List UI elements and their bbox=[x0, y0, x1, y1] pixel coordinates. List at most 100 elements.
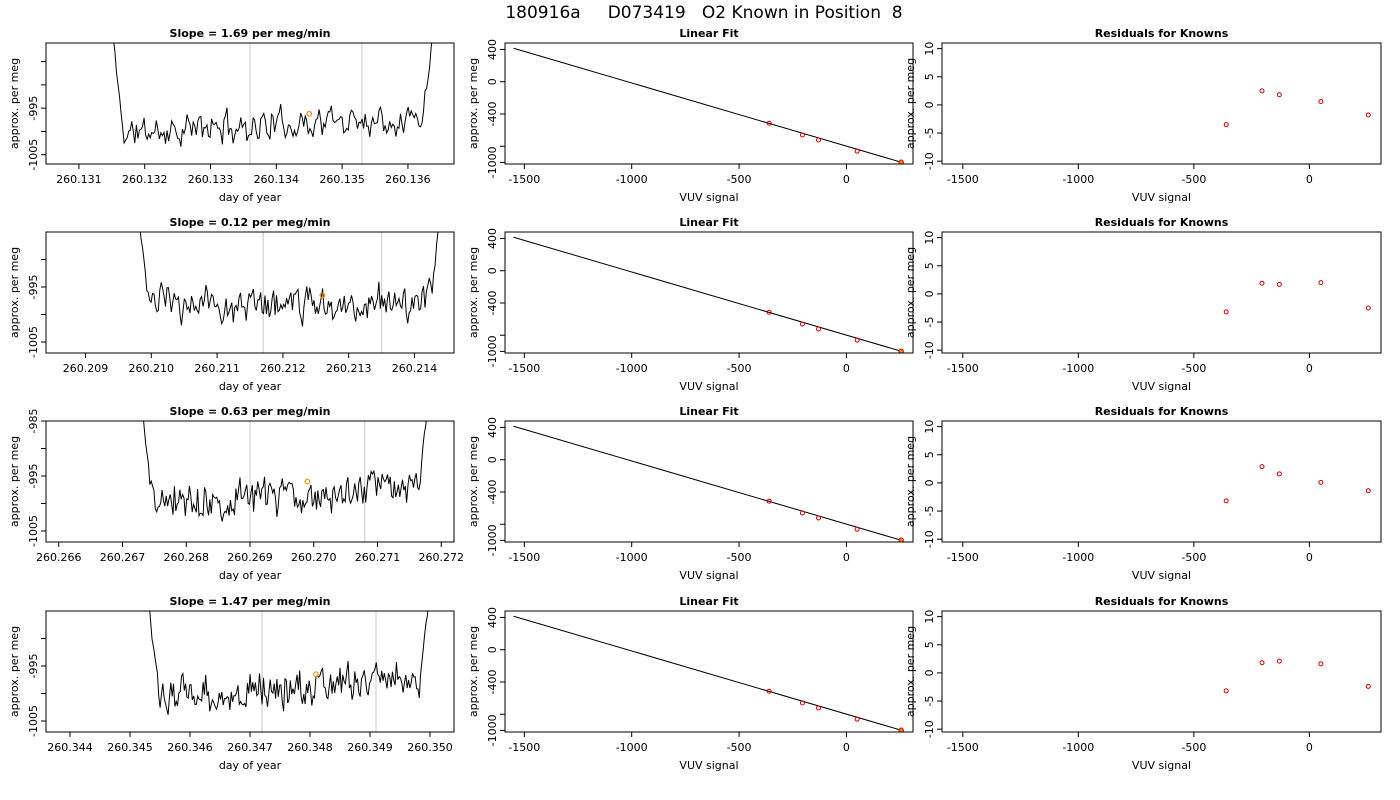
y-tick-label: 0 bbox=[486, 267, 499, 274]
x-tick-label: 260.214 bbox=[392, 362, 438, 375]
y-tick-label: -1000 bbox=[486, 714, 499, 746]
y-tick-label: 400 bbox=[486, 417, 499, 438]
known-point bbox=[799, 510, 805, 516]
highlight-point bbox=[898, 537, 904, 542]
plot-data bbox=[149, 611, 429, 732]
y-tick-label: -400 bbox=[486, 102, 499, 127]
residual-point bbox=[1259, 464, 1265, 470]
residual-point bbox=[1223, 122, 1229, 128]
known-point bbox=[816, 515, 822, 521]
panel-title: Linear Fit bbox=[679, 27, 738, 40]
y-tick-label: 5 bbox=[923, 451, 936, 458]
plot-frame bbox=[45, 420, 455, 543]
y-tick-label: -1000 bbox=[486, 524, 499, 556]
x-tick-label: -1500 bbox=[947, 362, 979, 375]
highlight-point bbox=[898, 727, 904, 732]
x-axis-label: VUV signal bbox=[1132, 759, 1191, 772]
plot-frame bbox=[504, 231, 914, 354]
x-tick-label: 260.269 bbox=[227, 551, 273, 564]
known-point bbox=[816, 137, 822, 143]
y-tick-label: -995 bbox=[27, 275, 40, 300]
panel-r3c0: Slope = 1.47 per meg/min day of year appro… bbox=[8, 595, 455, 772]
y-tick-label: -400 bbox=[486, 670, 499, 695]
y-tick-label: -985 bbox=[27, 409, 40, 434]
x-axis-label: VUV signal bbox=[679, 569, 738, 582]
residual-point bbox=[1365, 112, 1371, 118]
y-tick-label: 5 bbox=[923, 73, 936, 80]
y-tick-label: -400 bbox=[486, 291, 499, 316]
residual-point bbox=[1223, 688, 1229, 694]
y-axis-label: approx. per meg bbox=[904, 626, 917, 717]
plot-frame bbox=[941, 42, 1382, 165]
selected-point-marker bbox=[304, 478, 311, 485]
y-tick-label: 10 bbox=[923, 420, 936, 434]
y-tick-label: -995 bbox=[27, 654, 40, 679]
x-tick-label: 260.213 bbox=[326, 362, 372, 375]
selected-point-marker bbox=[319, 292, 326, 299]
plot-data bbox=[139, 232, 439, 353]
plot-frame bbox=[504, 420, 914, 543]
residual-point bbox=[1276, 471, 1282, 477]
selected-point-marker bbox=[313, 671, 319, 678]
time-series-line bbox=[149, 611, 429, 715]
known-point bbox=[816, 705, 822, 711]
y-tick-label: 0 bbox=[923, 290, 936, 297]
time-series-line bbox=[139, 232, 439, 327]
x-tick-label: 0 bbox=[1306, 741, 1313, 754]
panel-title: Linear Fit bbox=[679, 216, 738, 229]
fit-line bbox=[513, 47, 902, 163]
y-tick-label: -5 bbox=[923, 128, 936, 139]
x-tick-label: -1500 bbox=[508, 551, 540, 564]
panel-title: Residuals for Knowns bbox=[1095, 595, 1229, 608]
x-tick-label: -1500 bbox=[508, 362, 540, 375]
x-tick-label: -1500 bbox=[947, 741, 979, 754]
highlight-point bbox=[898, 159, 904, 164]
residual-point bbox=[1276, 92, 1282, 98]
x-tick-label: 0 bbox=[843, 173, 850, 186]
x-axis-label: VUV signal bbox=[679, 759, 738, 772]
plot-frame bbox=[45, 610, 455, 733]
residual-point bbox=[1318, 661, 1324, 667]
plot-data bbox=[513, 425, 904, 542]
panel-r3c1: Linear Fit VUV signal approx. per meg -1500… bbox=[467, 595, 914, 772]
highlight-point bbox=[898, 348, 904, 353]
plot-data bbox=[1223, 658, 1371, 694]
y-axis-label: approx. per meg bbox=[8, 58, 21, 149]
plot-data bbox=[1223, 464, 1371, 504]
residual-point bbox=[1223, 309, 1229, 315]
x-tick-label: -1000 bbox=[616, 362, 648, 375]
residual-point bbox=[1318, 99, 1324, 105]
x-tick-label: 0 bbox=[843, 551, 850, 564]
y-tick-label: -995 bbox=[27, 96, 40, 121]
residual-point bbox=[1318, 479, 1324, 485]
time-series-line bbox=[143, 421, 427, 522]
x-tick-label: 260.212 bbox=[260, 362, 306, 375]
x-tick-label: 0 bbox=[1306, 362, 1313, 375]
panel-r1c2: Residuals for Knowns VUV signal approx. pe… bbox=[904, 216, 1382, 393]
x-axis-label: day of year bbox=[219, 569, 282, 582]
known-point bbox=[816, 326, 822, 332]
x-tick-label: 0 bbox=[843, 362, 850, 375]
selected-point-marker bbox=[306, 110, 313, 117]
residual-point bbox=[1365, 683, 1371, 689]
x-tick-label: -500 bbox=[1181, 173, 1206, 186]
plot-data bbox=[1223, 88, 1371, 128]
x-tick-label: -1500 bbox=[947, 551, 979, 564]
x-tick-label: -500 bbox=[727, 551, 752, 564]
x-tick-label: -1500 bbox=[508, 741, 540, 754]
plot-frame bbox=[504, 42, 914, 165]
plot-data bbox=[513, 236, 904, 353]
y-tick-label: 0 bbox=[923, 479, 936, 486]
x-tick-label: -500 bbox=[727, 362, 752, 375]
x-axis-label: VUV signal bbox=[1132, 569, 1191, 582]
x-axis-label: VUV signal bbox=[679, 191, 738, 204]
y-tick-label: 0 bbox=[486, 78, 499, 85]
known-point bbox=[854, 148, 860, 154]
plot-data bbox=[1223, 280, 1371, 315]
x-tick-label: 260.348 bbox=[287, 741, 333, 754]
panel-r2c1: Linear Fit VUV signal approx. per meg -1500… bbox=[467, 405, 914, 582]
x-tick-label: -1000 bbox=[616, 551, 648, 564]
x-tick-label: 260.270 bbox=[291, 551, 337, 564]
y-tick-label: -5 bbox=[923, 506, 936, 517]
y-axis-label: approx. per meg bbox=[467, 626, 480, 717]
